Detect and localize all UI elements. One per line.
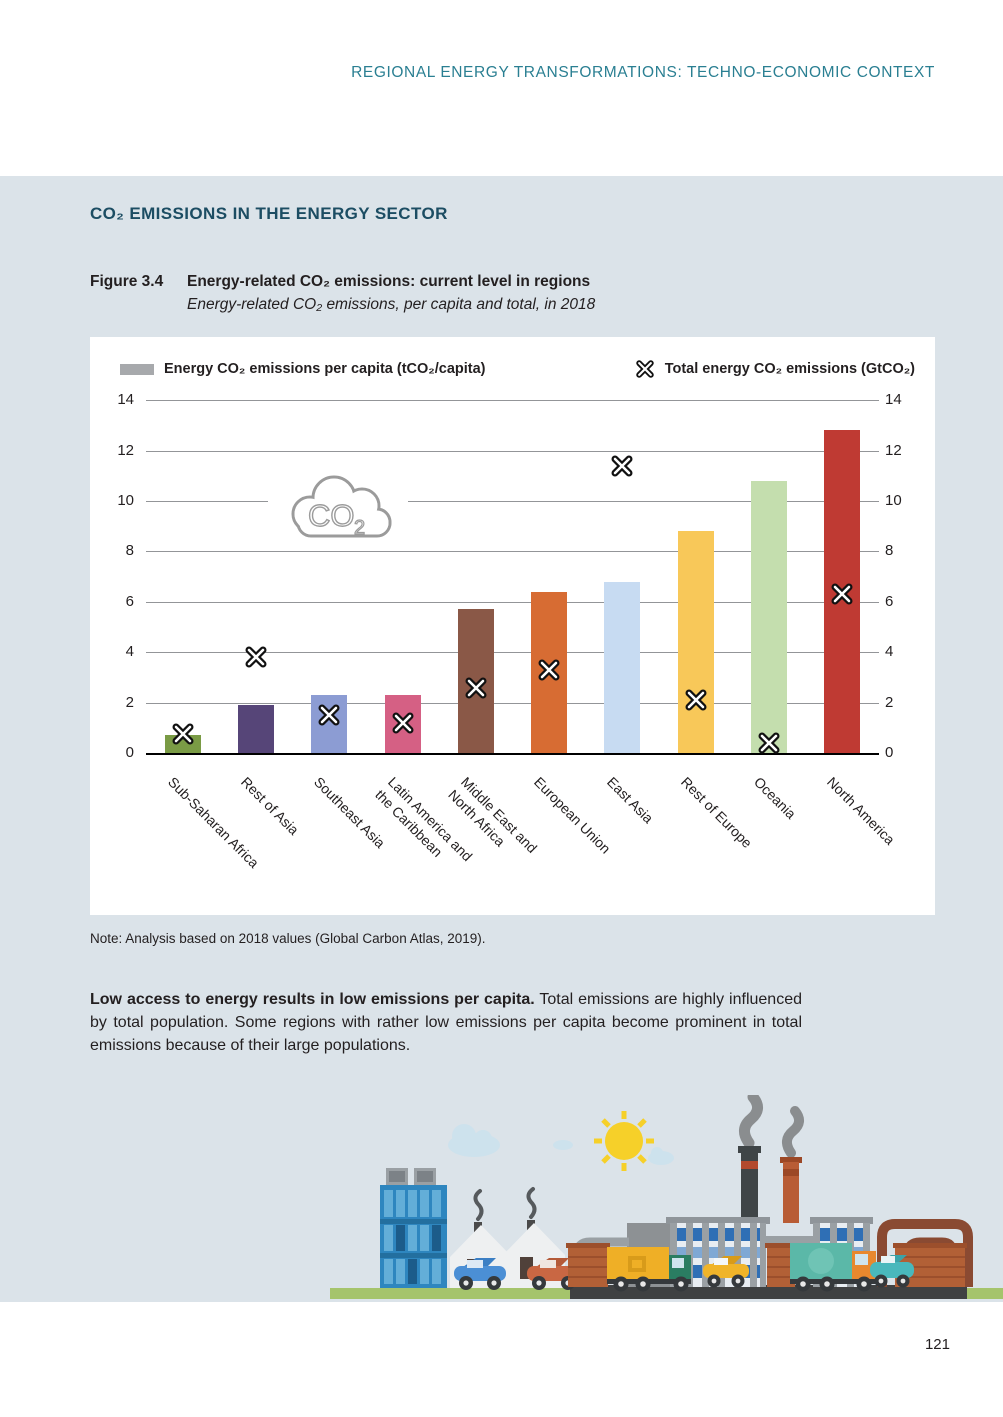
y-tick-left: 12 [117, 441, 134, 459]
bar-per-capita [677, 531, 714, 753]
co2-cloud-icon: CO 2 [291, 475, 392, 540]
bar-per-capita [311, 695, 348, 753]
page-number: 121 [924, 1336, 950, 1353]
y-tick-right: 10 [885, 492, 902, 509]
running-header: REGIONAL ENERGY TRANSFORMATIONS: TECHNO-… [351, 64, 935, 81]
bar-per-capita [604, 581, 641, 753]
content-band: CO₂ EMISSIONS IN THE ENERGY SECTOR Figur… [0, 176, 1003, 1302]
gridline [146, 702, 879, 704]
gridline [146, 652, 879, 654]
truck-yellow-icon [607, 1247, 691, 1292]
y-tick-left: 2 [125, 693, 134, 711]
y-tick-right: 14 [885, 391, 902, 409]
x-marker-total [757, 731, 781, 755]
x-marker-total [684, 688, 708, 712]
x-axis-label: North America [824, 773, 899, 848]
illustration-svg [330, 1091, 1003, 1299]
y-tick-left: 4 [125, 643, 134, 661]
gridline [146, 551, 879, 553]
bar-swatch-icon [120, 363, 154, 375]
x-marker-total [610, 454, 634, 478]
body-paragraph: Low access to energy results in low emis… [90, 988, 802, 1058]
road [570, 1285, 967, 1299]
y-tick-left: 8 [125, 542, 134, 560]
pipe-brown [877, 1219, 973, 1287]
y-tick-right: 0 [885, 744, 894, 761]
cloud-icon [448, 1124, 674, 1165]
y-tick-left: 10 [117, 492, 134, 509]
x-marker-total [464, 676, 488, 700]
gridline [408, 501, 879, 502]
x-axis-line [146, 753, 879, 755]
bar-per-capita [457, 609, 494, 753]
sun-icon [594, 1111, 654, 1171]
x-marker-total [317, 703, 341, 727]
section-title: CO₂ EMISSIONS IN THE ENERGY SECTOR [90, 204, 448, 223]
x-axis-label: East Asia [604, 773, 657, 827]
y-tick-right: 2 [885, 693, 894, 711]
legend-label-total: Total energy CO₂ emissions (GtCO₂) [664, 361, 915, 377]
chart-panel: Energy CO₂ emissions per capita (tCO₂/ca… [90, 337, 935, 915]
paragraph-lead: Low access to energy results in low emis… [90, 991, 535, 1008]
bar-per-capita [238, 705, 274, 753]
x-marker-total [171, 722, 195, 746]
x-marker-total [391, 711, 415, 735]
high-rise-building [380, 1168, 447, 1288]
y-tick-right: 8 [885, 542, 894, 560]
y-tick-left: 0 [125, 744, 134, 761]
car-teal-icon [870, 1255, 914, 1288]
x-marker-total [537, 658, 561, 682]
chart-legend: Energy CO₂ emissions per capita (tCO₂/ca… [120, 359, 915, 379]
chimney-smoke-icon [782, 1106, 804, 1158]
figure-note: Note: Analysis based on 2018 values (Glo… [90, 931, 486, 946]
x-marker-total [244, 645, 268, 669]
chimney-smoke-icon [473, 1189, 484, 1221]
co2-cloud-text: CO [308, 498, 355, 533]
y-tick-right: 4 [885, 643, 894, 661]
car-blue-icon [454, 1258, 506, 1290]
x-axis-label: Rest of Asia [237, 773, 303, 838]
paragraph-rest: Total emissions are highly influenced by… [90, 991, 802, 1055]
chimney-dark [741, 1152, 758, 1223]
truck-teal-icon [790, 1243, 876, 1292]
gridline [146, 400, 879, 402]
legend-item-per-capita: Energy CO₂ emissions per capita (tCO₂/ca… [120, 359, 486, 379]
y-tick-left: 14 [117, 391, 134, 409]
figure-caption: Figure 3.4 Energy-related CO₂ emissions:… [90, 270, 595, 317]
chimney-rust [783, 1162, 799, 1223]
legend-item-total: Total energy CO₂ emissions (GtCO₂) [635, 359, 915, 379]
figure-label: Figure 3.4 [90, 273, 164, 290]
gridline [146, 450, 879, 452]
x-axis-label: Rest of Europe [677, 773, 756, 852]
x-marker-icon [635, 360, 654, 378]
gridline [146, 501, 268, 502]
x-axis-label: Southeast Asia [311, 773, 389, 852]
y-tick-right: 12 [885, 441, 902, 459]
y-tick-right: 6 [885, 592, 894, 610]
bar-per-capita [751, 480, 787, 753]
figure-subtitle: Energy-related CO₂ emissions, per capita… [187, 296, 596, 314]
gridline [146, 601, 879, 603]
chimney-smoke-icon [526, 1187, 537, 1219]
car-yellow-icon [703, 1256, 749, 1288]
chimney-smoke-icon [739, 1091, 763, 1149]
figure-titles: Energy-related CO₂ emissions: current le… [187, 270, 595, 317]
x-marker-total [830, 582, 854, 606]
x-axis-label: Oceania [750, 773, 800, 822]
city-factory-illustration [330, 1091, 1003, 1302]
y-tick-left: 6 [125, 592, 134, 610]
figure-title: Energy-related CO₂ emissions: current le… [187, 273, 591, 290]
legend-label-per-capita: Energy CO₂ emissions per capita (tCO₂/ca… [164, 361, 486, 377]
co2-cloud-subscript: 2 [354, 517, 365, 539]
